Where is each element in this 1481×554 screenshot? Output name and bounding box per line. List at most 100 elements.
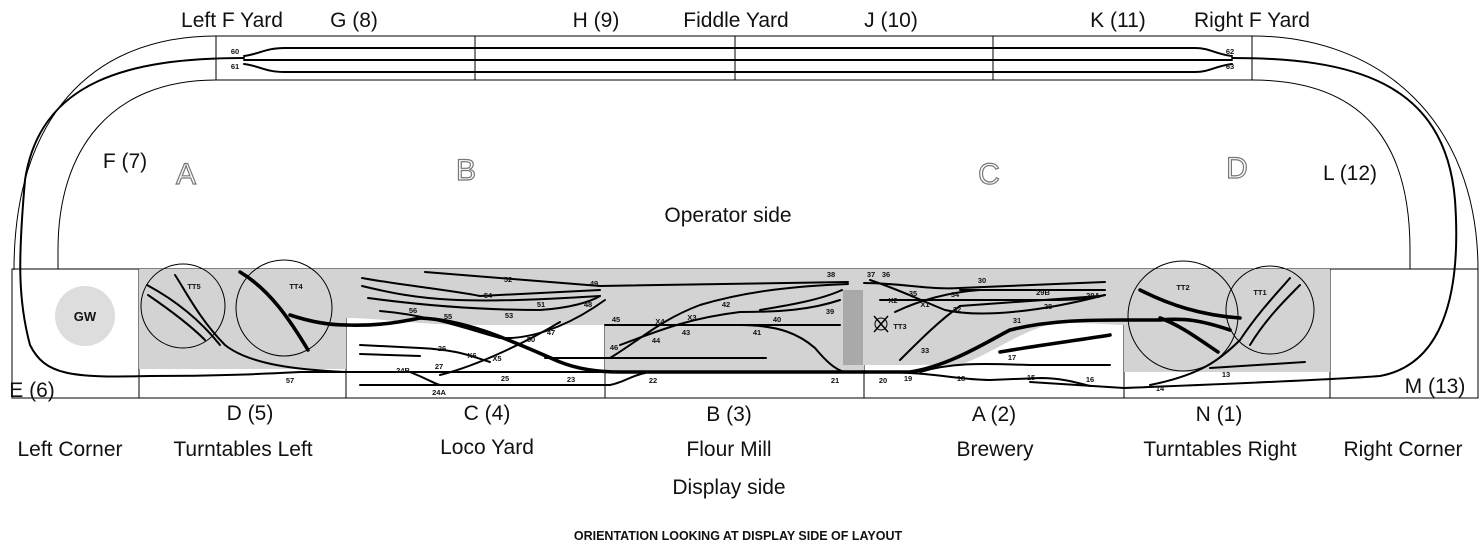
board-c-track <box>359 353 421 357</box>
track-number: 60 <box>231 47 239 56</box>
board-b-track <box>759 289 843 311</box>
section-letter-b: B <box>456 154 476 187</box>
board-a-track <box>879 294 1106 301</box>
track-number: 43 <box>682 328 690 337</box>
layout-outline-inner <box>57 79 217 269</box>
board-n-mainline <box>1138 288 1242 320</box>
track-number: 42 <box>722 300 730 309</box>
label-g: G (8) <box>330 9 378 32</box>
track-number: 50 <box>527 335 535 344</box>
board-name-d: Turntables Left <box>173 438 312 461</box>
turntable-tt3-cross <box>873 315 889 333</box>
footer-orientation: ORIENTATION LOOKING AT DISPLAY SIDE OF L… <box>574 529 903 543</box>
track-number: 35 <box>909 289 917 298</box>
track-number: X2 <box>888 296 897 305</box>
board-n-track <box>1239 277 1291 341</box>
main-loop-right <box>1029 57 1458 390</box>
track-number: 18 <box>957 374 965 383</box>
turntable-tt3 <box>874 317 888 331</box>
fiddle-track-inner <box>243 63 1233 73</box>
track-number: 36 <box>882 270 890 279</box>
track-number: 31 <box>1013 316 1021 325</box>
board-name-b: Flour Mill <box>686 438 771 461</box>
label-right-corner: Right Corner <box>1343 438 1462 461</box>
track-number: 22 <box>649 376 657 385</box>
label-j: J (10) <box>864 9 918 32</box>
track-number: X6 <box>467 351 476 360</box>
board-b-track <box>739 324 846 373</box>
fiddle-track-60 <box>243 47 1233 57</box>
track-number: 29B <box>1036 288 1050 297</box>
turntable-tt5 <box>140 263 226 349</box>
label-m: M (13) <box>1405 375 1466 398</box>
layout-outline-outer-left <box>13 35 217 271</box>
track-number: 23 <box>567 375 575 384</box>
label-tt4: TT4 <box>289 282 303 291</box>
track-number: 19 <box>904 374 912 383</box>
track-number: 56 <box>409 306 417 315</box>
board-a-track <box>899 295 1101 361</box>
gw-label: GW <box>74 309 97 324</box>
track-number: 24B <box>396 366 410 375</box>
layout-outline-inner-right <box>1251 79 1411 269</box>
board-code-n: N (1) <box>1196 403 1243 426</box>
board-b-track <box>609 283 849 359</box>
label-operator-side: Operator side <box>664 204 791 227</box>
track-number: 14 <box>1156 384 1165 393</box>
track-number: 51 <box>537 300 545 309</box>
track-number: 39 <box>826 307 834 316</box>
board-code-a: A (2) <box>972 403 1016 426</box>
track-number: 25 <box>501 374 509 383</box>
board-c-track <box>424 271 849 288</box>
track-number: 52 <box>504 275 512 284</box>
turntable-tt1 <box>1225 265 1315 355</box>
label-display-side: Display side <box>672 476 785 499</box>
track-number: 37 <box>867 270 875 279</box>
turntable-tt4 <box>235 259 333 357</box>
board-d-track <box>147 294 206 341</box>
track-number: 20 <box>879 376 887 385</box>
turntable-tt2 <box>1127 260 1239 372</box>
label-k: K (11) <box>1090 9 1146 32</box>
section-letter-a: A <box>176 158 196 191</box>
track-number: 57 <box>286 376 294 385</box>
board-name-c: Loco Yard <box>440 436 534 459</box>
board-n-mainline <box>1158 316 1220 354</box>
track-number: 61 <box>231 62 239 71</box>
board-b-pillar <box>843 290 863 365</box>
label-tt2: TT2 <box>1176 283 1189 292</box>
board-code-b: B (3) <box>706 403 752 426</box>
track-number: 26 <box>438 344 446 353</box>
board-name-a: Brewery <box>956 438 1034 461</box>
board-n-track <box>1209 361 1306 369</box>
label-h: H (9) <box>573 9 620 32</box>
track-number: 62 <box>1226 47 1234 56</box>
track-number: 45 <box>612 315 620 324</box>
section-letter-c: C <box>978 158 1000 191</box>
board-c-track <box>367 295 601 312</box>
track-number: 55 <box>444 312 452 321</box>
board-d-track <box>146 284 221 346</box>
track-number: X4 <box>655 317 665 326</box>
board-a-area <box>864 269 1124 365</box>
track-number: 46 <box>610 343 618 352</box>
track-number: X3 <box>687 313 696 322</box>
label-tt5: TT5 <box>187 282 200 291</box>
label-tt3: TT3 <box>893 322 906 331</box>
layout-outline-outer <box>216 35 1479 271</box>
board-a-track <box>863 281 1106 290</box>
board-c-area <box>346 269 605 325</box>
label-f: F (7) <box>103 150 147 173</box>
board-a-track <box>894 289 981 313</box>
track-number: 32 <box>953 305 961 314</box>
track-number: 47 <box>547 328 555 337</box>
board-a-mainline <box>998 333 1112 354</box>
board-name-n: Turntables Right <box>1143 438 1296 461</box>
board-d-track <box>174 274 347 373</box>
board-c-track <box>409 371 441 386</box>
board-c-track <box>379 299 606 340</box>
board-b-track <box>619 299 841 346</box>
track-number: 63 <box>1226 62 1234 71</box>
track-number: 41 <box>753 328 761 337</box>
